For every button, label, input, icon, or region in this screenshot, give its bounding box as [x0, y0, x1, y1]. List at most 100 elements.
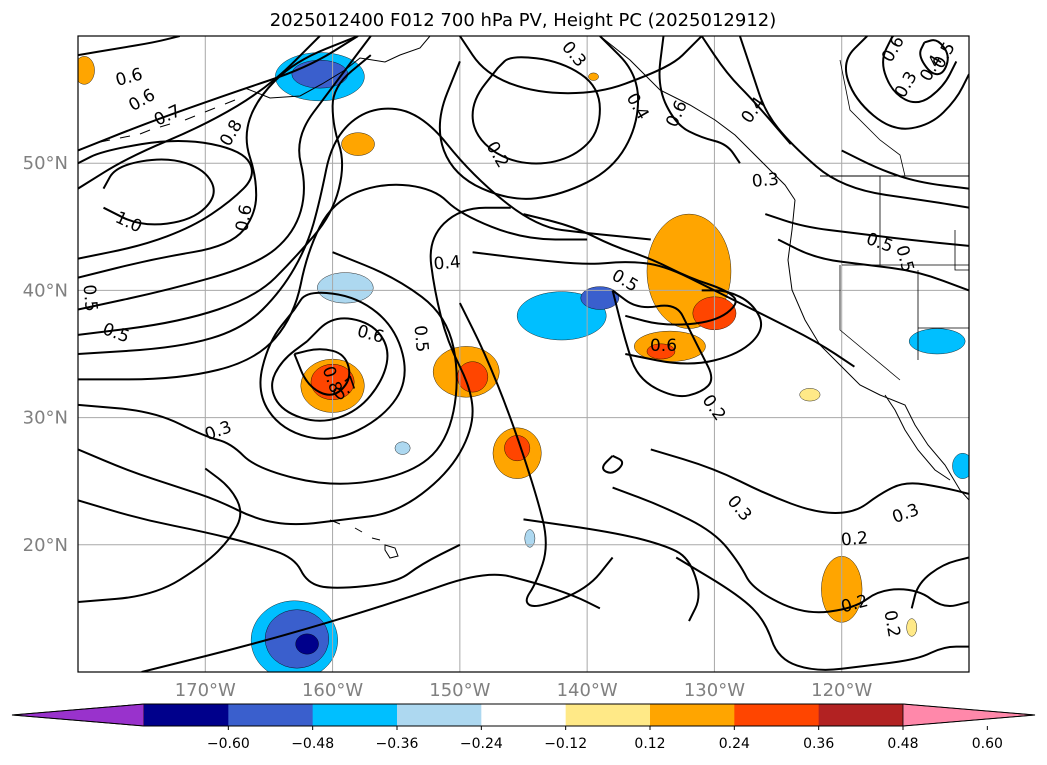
- colorbar-tick-label: −0.60: [207, 736, 250, 752]
- colorbar-segment: [397, 704, 482, 726]
- pv-contour-line: [141, 573, 601, 672]
- colorbar-segment: [565, 704, 651, 726]
- coastline-alaska: [244, 36, 431, 99]
- contour-label-text: 0.2: [879, 609, 903, 639]
- contour-label: 0.2: [840, 528, 869, 550]
- pv-contour-line: [438, 36, 640, 200]
- lon-tick-label: 120°W: [811, 680, 872, 701]
- colorbar-segment: [818, 704, 904, 726]
- pv-contour-line: [78, 36, 359, 279]
- pv-contour-line: [78, 36, 372, 311]
- pv-anomaly-blob: [908, 328, 966, 355]
- pv-contour-line: [523, 213, 737, 326]
- colorbar-segment: [228, 704, 314, 726]
- pv-contour-line: [625, 289, 763, 365]
- contour-label: 0.6: [650, 336, 677, 356]
- lon-tick-label: 140°W: [557, 680, 618, 701]
- pv-contour-line: [919, 39, 949, 76]
- pv-contour-line: [602, 454, 624, 474]
- colorbar-segment: [144, 704, 229, 726]
- pv-contour-line: [777, 238, 969, 292]
- lat-tick-label: 50°N: [23, 153, 68, 174]
- aleutian-islands: [99, 99, 236, 143]
- pv-contour-line: [78, 36, 359, 152]
- map-area: 0.60.60.71.0 0.60.80.50.5 0.6 0.50.70.80.30…: [78, 36, 969, 672]
- pv-contour-line: [259, 291, 406, 440]
- pv-anomaly-blob: [317, 272, 374, 304]
- coastline-west-us: [787, 199, 969, 501]
- latitude-labels: 20°N 30°N 40°N 50°N: [23, 153, 68, 556]
- pv-contour-line: [471, 56, 601, 165]
- pv-contour-line: [675, 556, 969, 671]
- pv-contour-line: [293, 348, 351, 396]
- pv-anomaly-blob: [457, 361, 489, 393]
- pv-anomaly-blob: [646, 343, 676, 360]
- pv-contour-line: [700, 36, 792, 145]
- colorbar-tick-label: 0.48: [887, 736, 918, 752]
- contour-labels: 0.60.60.71.0 0.60.80.50.5 0.6 0.50.70.80.30…: [79, 36, 960, 639]
- colorbar-tick-label: 0.36: [803, 736, 834, 752]
- coastline-canada-inland: [839, 59, 906, 177]
- colorbar-segment: [650, 704, 735, 726]
- contour-label: 0.2: [879, 609, 903, 639]
- map-frame: [77, 35, 970, 673]
- pv-contour-line: [271, 317, 389, 422]
- contour-label-text: 0.6: [650, 336, 677, 356]
- contour-label: 0.5: [410, 324, 432, 353]
- colorbar-tick-label: −0.48: [291, 736, 334, 752]
- pv-contour-line: [650, 448, 969, 515]
- pv-contour-line: [102, 158, 215, 226]
- pv-contour-line: [78, 139, 253, 260]
- pv-anomaly-blob: [341, 132, 375, 156]
- colorbar-outline: [11, 703, 1036, 727]
- colorbar-tick-label: 0.12: [634, 736, 665, 752]
- pv-contour-line: [78, 251, 458, 485]
- contour-label-text: 0.6: [232, 203, 256, 233]
- pv-contour-line: [523, 518, 700, 622]
- pv-anomaly-blob: [295, 633, 319, 655]
- pv-anomaly-blob: [394, 441, 411, 455]
- coastlines: [99, 36, 969, 559]
- pv-contour-line: [764, 213, 969, 247]
- coastline-baja: [884, 394, 951, 481]
- pv-anomaly-blob: [952, 453, 969, 479]
- pv-anomaly-shading: [78, 52, 969, 672]
- pv-contour-line: [611, 289, 713, 398]
- contour-label-text: 0.2: [840, 528, 869, 550]
- pv-contour-line: [882, 36, 958, 104]
- pv-contour-line: [844, 36, 969, 130]
- border-states: [839, 176, 969, 381]
- gridlines: [78, 36, 969, 672]
- pv-contour-line: [78, 54, 372, 336]
- contour-label-text: 0.5: [410, 324, 432, 353]
- colorbar-tick-label: −0.12: [544, 736, 587, 752]
- pv-anomaly-blob: [524, 529, 536, 548]
- pv-contour-line: [78, 107, 651, 355]
- pv-anomaly-blob: [580, 286, 620, 310]
- colorbar-tick-label: 0.24: [719, 736, 750, 752]
- contour-label-text: 0.5: [79, 284, 101, 313]
- colorbar-segment: [481, 704, 567, 726]
- contour-label: 0.4: [433, 252, 462, 274]
- pv-contour-line: [78, 499, 461, 589]
- contour-label: 0.5: [79, 284, 101, 313]
- hawaii-islands: [329, 519, 399, 559]
- pv-contour-line: [612, 486, 969, 614]
- pv-contour-line: [910, 556, 969, 609]
- pv-anomaly-blob: [78, 56, 95, 85]
- pv-contour-line: [78, 467, 242, 603]
- pv-anomaly-blob: [799, 388, 821, 402]
- lat-tick-label: 40°N: [23, 280, 68, 301]
- pv-contour-line: [78, 36, 321, 190]
- pv-contours: [78, 36, 969, 672]
- colorbar-tick-label: 0.60: [972, 736, 1003, 752]
- lon-tick-label: 170°W: [175, 680, 236, 701]
- pv-contour-line: [738, 36, 969, 209]
- pv-contour-line: [459, 36, 703, 95]
- contour-label: 0.3: [751, 170, 780, 192]
- longitude-labels: 170°W 160°W 150°W 140°W 130°W 120°W: [175, 680, 873, 701]
- pv-contour-line: [472, 251, 855, 368]
- pv-contour-line: [658, 36, 741, 164]
- pv-anomaly-blob: [588, 72, 599, 81]
